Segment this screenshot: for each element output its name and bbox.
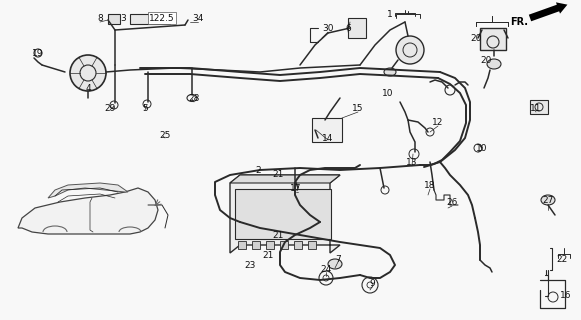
Polygon shape	[18, 188, 158, 234]
Text: 13: 13	[406, 157, 418, 166]
FancyArrow shape	[529, 2, 568, 21]
Text: 122.5: 122.5	[149, 13, 175, 22]
Circle shape	[396, 36, 424, 64]
Text: 19: 19	[33, 49, 44, 58]
Text: 6: 6	[345, 23, 351, 33]
Bar	[530, 100, 548, 114]
Text: 26: 26	[446, 197, 458, 206]
Text: 12: 12	[432, 117, 444, 126]
Bar	[348, 18, 366, 38]
Text: 28: 28	[188, 93, 200, 102]
Text: 29: 29	[105, 103, 116, 113]
Bar	[266, 241, 274, 249]
Text: 5: 5	[142, 103, 148, 113]
Bar	[280, 241, 288, 249]
Bar	[312, 118, 342, 142]
Text: 30: 30	[322, 23, 333, 33]
Text: 20: 20	[470, 34, 482, 43]
Text: 14: 14	[322, 133, 333, 142]
Text: 10: 10	[476, 143, 488, 153]
Text: 4: 4	[85, 84, 91, 92]
Text: 22: 22	[557, 255, 568, 265]
Polygon shape	[230, 175, 340, 183]
Bar	[130, 14, 170, 24]
Text: 25: 25	[159, 131, 171, 140]
Text: 8: 8	[97, 13, 103, 22]
Text: 23: 23	[245, 261, 256, 270]
Text: 7: 7	[335, 255, 341, 265]
Text: 16: 16	[560, 292, 572, 300]
Text: 9: 9	[369, 279, 375, 289]
Text: 15: 15	[352, 103, 364, 113]
Bar	[294, 241, 302, 249]
Text: 3: 3	[120, 13, 126, 22]
Text: 34: 34	[192, 13, 204, 22]
Text: 2: 2	[255, 165, 261, 174]
Text: 24: 24	[320, 266, 332, 275]
Text: 11: 11	[530, 103, 541, 113]
Circle shape	[70, 55, 106, 91]
Text: 10: 10	[382, 89, 394, 98]
Bar	[108, 14, 120, 24]
Text: 1: 1	[387, 10, 393, 19]
Ellipse shape	[328, 259, 342, 269]
Polygon shape	[48, 183, 128, 198]
Bar	[480, 28, 506, 50]
Ellipse shape	[384, 68, 396, 76]
Bar	[235, 189, 331, 239]
Bar	[238, 241, 246, 249]
Polygon shape	[230, 175, 340, 253]
Text: 21: 21	[262, 252, 274, 260]
Text: 27: 27	[542, 196, 554, 204]
Text: 21: 21	[272, 230, 284, 239]
Text: 20: 20	[480, 55, 492, 65]
Text: 21: 21	[272, 170, 284, 179]
Text: 18: 18	[424, 180, 436, 189]
Ellipse shape	[541, 195, 555, 205]
Text: 122.5: 122.5	[149, 13, 175, 22]
Bar	[252, 241, 260, 249]
Text: 17: 17	[290, 183, 302, 193]
Text: FR.: FR.	[510, 17, 528, 27]
Bar	[308, 241, 316, 249]
Ellipse shape	[487, 59, 501, 69]
